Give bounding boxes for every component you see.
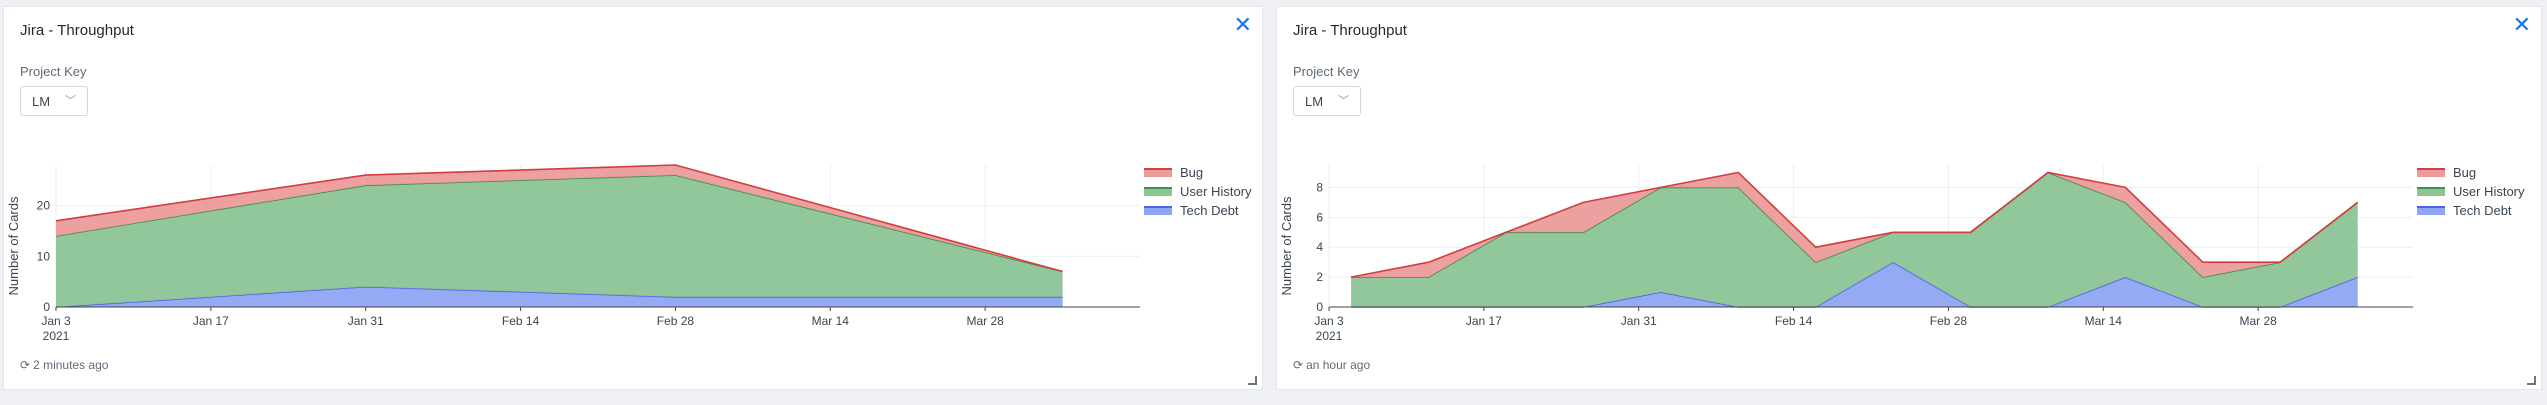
x-tick-label: Mar 14 xyxy=(812,314,850,328)
x-tick-label: Mar 14 xyxy=(2085,314,2123,328)
chevron-down-icon: ﹀ xyxy=(1338,95,1349,107)
refresh-icon: ⟳ xyxy=(1293,358,1304,372)
area-bug xyxy=(56,165,1063,272)
y-tick-label: 0 xyxy=(1316,300,1323,314)
legend-swatch xyxy=(1144,187,1172,196)
y-tick-label: 4 xyxy=(1316,240,1323,254)
legend-swatch xyxy=(1144,168,1172,177)
throughput-panel-left: Jira - Throughput ✕ Project Key LM ﹀ 0 10… xyxy=(3,6,1263,390)
y-tick-label: 10 xyxy=(37,249,51,263)
x-tick-label: Feb 14 xyxy=(502,314,540,328)
x-tick-label: Jan 31 xyxy=(348,314,384,328)
legend-item[interactable]: Bug xyxy=(1144,163,1252,182)
x-tick-label: Jan 17 xyxy=(1466,314,1502,328)
area-bug xyxy=(1351,172,2358,278)
last-updated: ⟳ an hour ago xyxy=(1293,358,1370,372)
close-icon[interactable]: ✕ xyxy=(1233,12,1252,37)
project-key-value: LM xyxy=(1305,94,1324,109)
y-tick-label: 6 xyxy=(1316,210,1323,224)
area-user-history xyxy=(1351,172,2358,307)
line-bug xyxy=(55,164,1063,273)
chart-legend: Bug User History Tech Debt xyxy=(1144,163,1252,220)
area-tech-debt xyxy=(56,286,1063,307)
legend-swatch xyxy=(2417,187,2445,196)
project-key-value: LM xyxy=(32,94,51,109)
x-tick-label: Jan 17 xyxy=(193,314,229,328)
chart-legend: Bug User History Tech Debt xyxy=(2417,163,2525,220)
legend-item[interactable]: Tech Debt xyxy=(2417,201,2525,220)
x-tick-label: Feb 28 xyxy=(657,314,695,328)
legend-label: Tech Debt xyxy=(1180,203,1239,218)
area-user-history xyxy=(56,175,1063,307)
panel-title: Jira - Throughput xyxy=(20,22,134,39)
project-key-dropdown[interactable]: LM ﹀ xyxy=(20,86,88,116)
y-axis-label: Number of Cards xyxy=(1279,196,1294,295)
legend-item[interactable]: User History xyxy=(1144,182,1252,201)
x-tick-label: Feb 14 xyxy=(1775,314,1813,328)
legend-item[interactable]: Tech Debt xyxy=(1144,201,1252,220)
close-icon[interactable]: ✕ xyxy=(2512,12,2531,37)
y-tick-label: 8 xyxy=(1316,180,1323,194)
chevron-down-icon: ﹀ xyxy=(65,95,76,107)
throughput-chart: 0 2 4 6 8 Number of Cards Jan 3 2021 Jan 17 Jan 3… xyxy=(1279,165,2413,343)
panel-title: Jira - Throughput xyxy=(1293,22,1407,39)
x-tick-label: Mar 28 xyxy=(2239,314,2277,328)
last-updated-text: an hour ago xyxy=(1306,358,1371,372)
x-tick-label: Jan 3 2021 xyxy=(41,314,71,343)
legend-label: User History xyxy=(1180,184,1252,199)
last-updated-text: 2 minutes ago xyxy=(33,358,109,372)
legend-label: User History xyxy=(2453,184,2525,199)
legend-label: Tech Debt xyxy=(2453,203,2512,218)
y-tick-label: 0 xyxy=(43,300,50,314)
last-updated: ⟳ 2 minutes ago xyxy=(20,358,108,372)
legend-item[interactable]: Bug xyxy=(2417,163,2525,182)
legend-item[interactable]: User History xyxy=(2417,182,2525,201)
line-bug xyxy=(1350,171,2359,278)
y-tick-label: 2 xyxy=(1316,270,1323,284)
legend-swatch xyxy=(1144,206,1172,215)
x-tick-label: Feb 28 xyxy=(1930,314,1968,328)
project-key-label: Project Key xyxy=(20,64,87,79)
y-axis-label: Number of Cards xyxy=(6,196,21,295)
x-tick-label: Mar 28 xyxy=(966,314,1004,328)
legend-label: Bug xyxy=(2453,165,2477,180)
resize-handle-icon[interactable] xyxy=(1248,376,1257,385)
x-tick-label: Jan 31 xyxy=(1621,314,1657,328)
legend-label: Bug xyxy=(1180,165,1204,180)
legend-swatch xyxy=(2417,168,2445,177)
y-tick-label: 20 xyxy=(37,199,51,213)
x-tick-label: Jan 3 2021 xyxy=(1314,314,1344,343)
area-tech-debt xyxy=(1351,262,2358,307)
project-key-label: Project Key xyxy=(1293,64,1360,79)
throughput-panel-right: Jira - Throughput ✕ Project Key LM ﹀ 0 2 4… xyxy=(1276,6,2542,390)
refresh-icon: ⟳ xyxy=(20,358,31,372)
throughput-chart: 0 10 20 Number of Cards Jan 3 2021 Jan 17 Jan 3… xyxy=(6,164,1140,343)
resize-handle-icon[interactable] xyxy=(2527,376,2536,385)
legend-swatch xyxy=(2417,206,2445,215)
project-key-dropdown[interactable]: LM ﹀ xyxy=(1293,86,1361,116)
